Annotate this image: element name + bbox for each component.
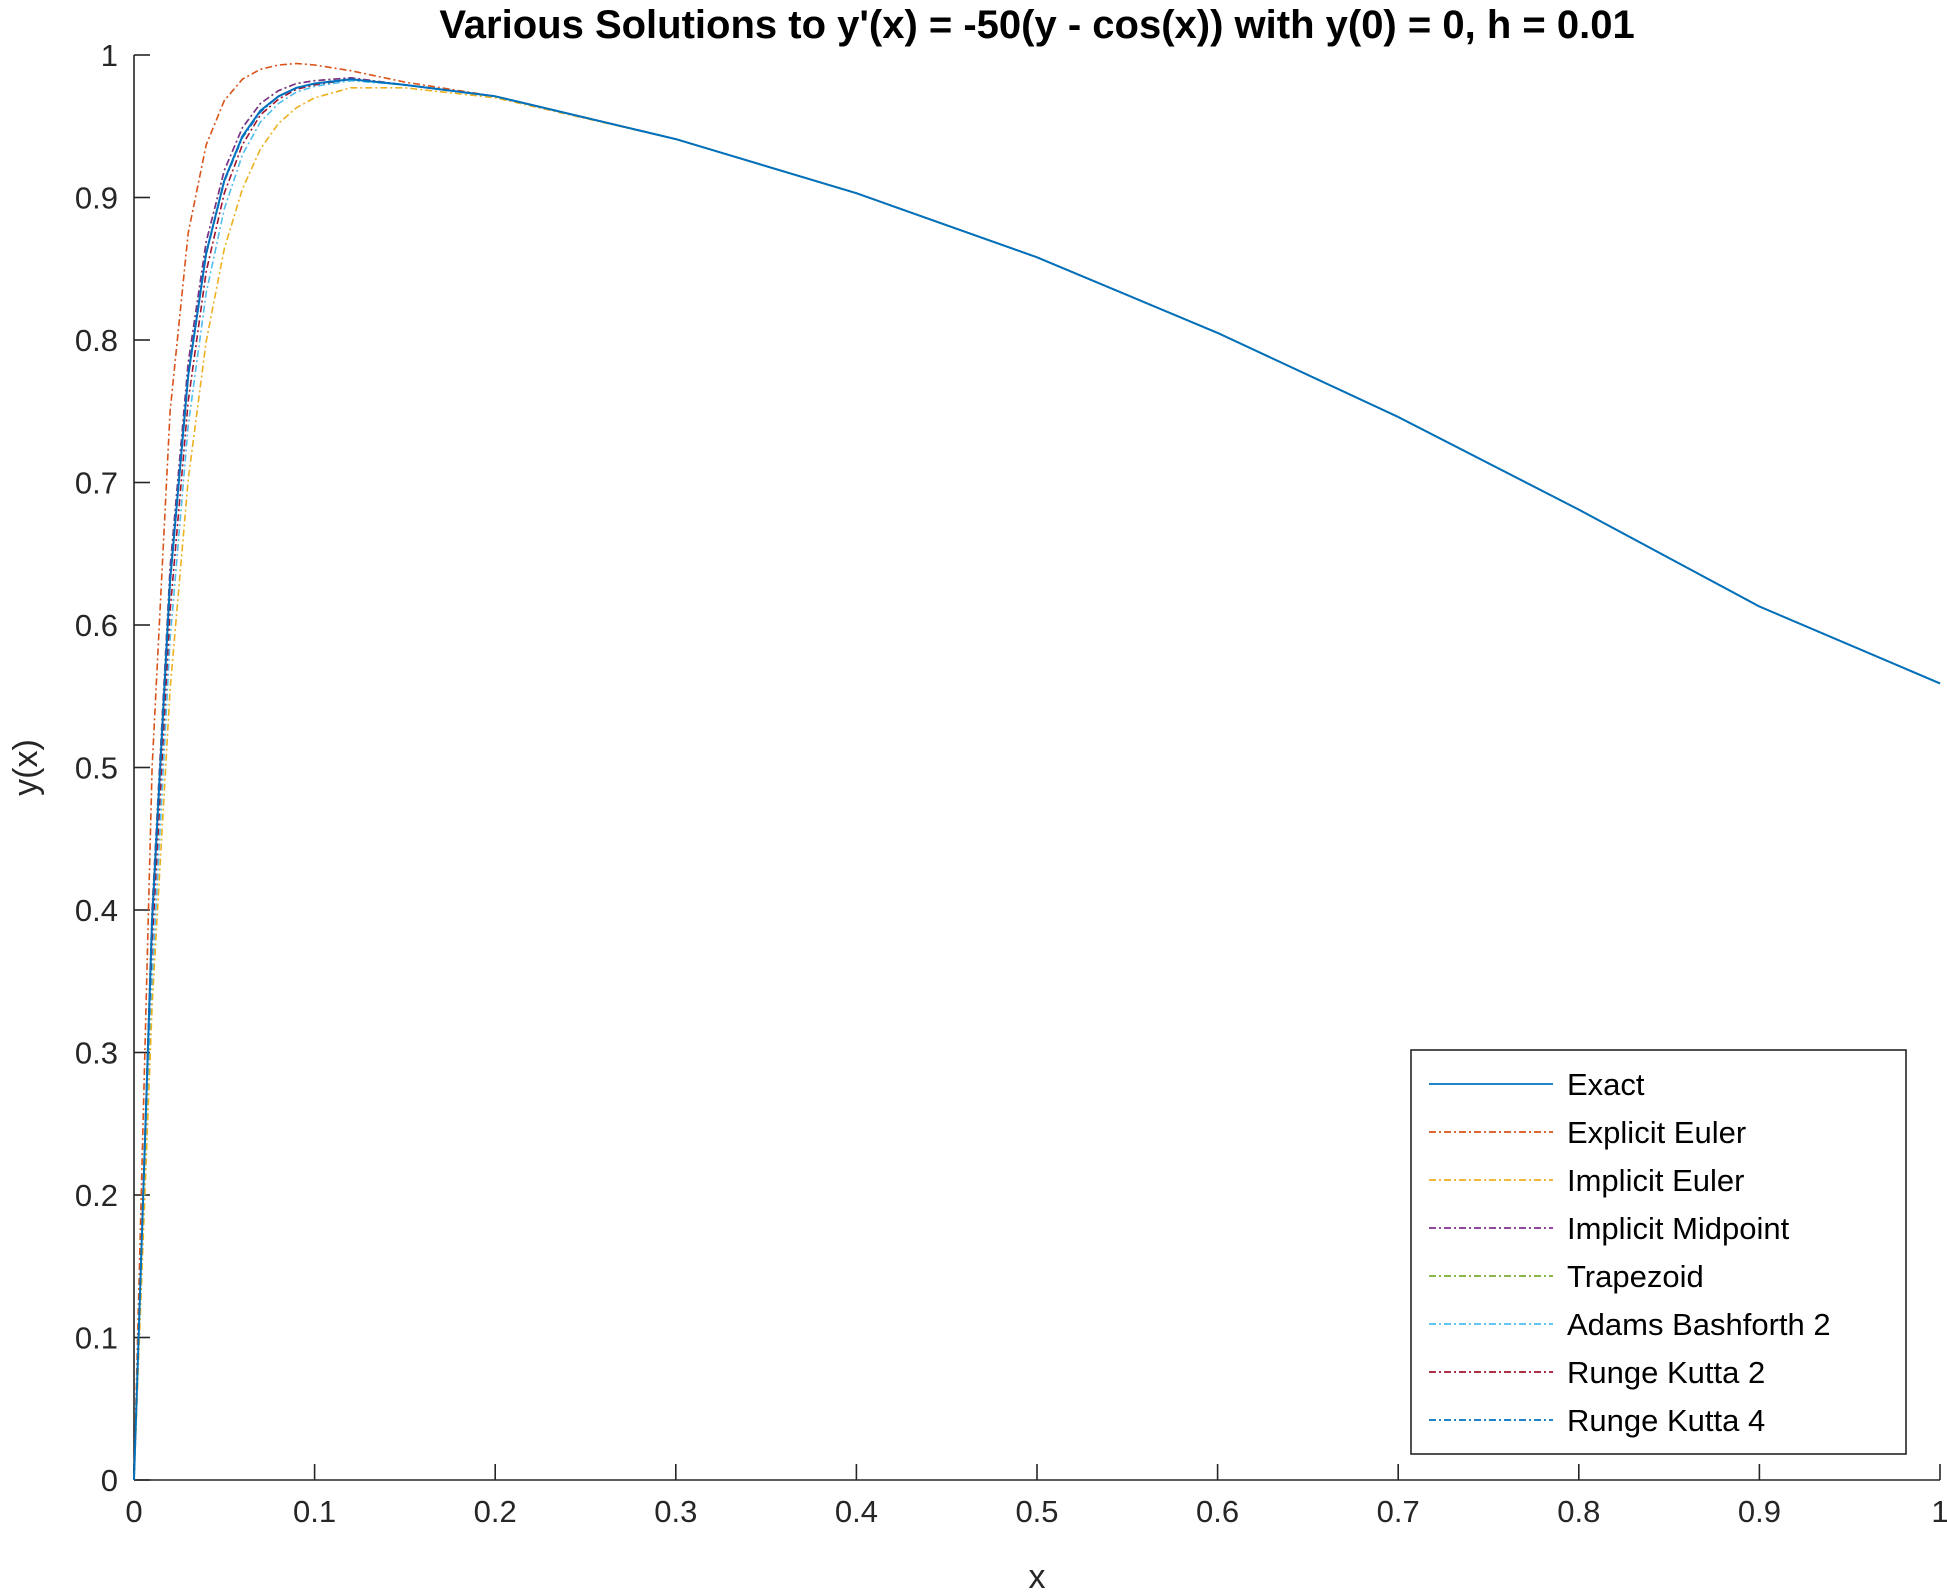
legend-label: Trapezoid [1567, 1259, 1704, 1294]
x-tick-label: 0.5 [1015, 1494, 1058, 1529]
legend-label: Exact [1567, 1067, 1645, 1102]
y-tick-label: 0.3 [75, 1036, 118, 1071]
x-tick-label: 0.3 [654, 1494, 697, 1529]
legend-label: Runge Kutta 2 [1567, 1355, 1765, 1390]
x-tick-label: 0.7 [1377, 1494, 1420, 1529]
y-tick-label: 0.8 [75, 323, 118, 358]
y-tick-label: 0.4 [75, 893, 118, 928]
series-line-explicit-euler [133, 62, 1941, 1481]
legend-label: Implicit Midpoint [1567, 1211, 1790, 1246]
y-tick-label: 0 [101, 1463, 118, 1498]
legend: Exact Explicit Euler Implicit Euler Implici… [1410, 1049, 1907, 1455]
x-tick-label: 1 [1931, 1494, 1947, 1529]
x-tick-label: 0.2 [474, 1494, 517, 1529]
y-tick-label: 0.6 [75, 608, 118, 643]
x-tick-label: 0 [125, 1494, 142, 1529]
x-tick-label: 0.6 [1196, 1494, 1239, 1529]
y-tick-label: 0.7 [75, 466, 118, 501]
chart-title: Various Solutions to y'(x) = -50(y - cos… [439, 3, 1634, 47]
legend-label: Implicit Euler [1567, 1163, 1744, 1198]
y-tick-label: 0.9 [75, 181, 118, 216]
x-tick-label: 0.1 [293, 1494, 336, 1529]
x-tick-label: 0.4 [835, 1494, 878, 1529]
series-line-exact [133, 78, 1941, 1481]
legend-label: Runge Kutta 4 [1567, 1403, 1765, 1438]
y-tick-label: 0.5 [75, 751, 118, 786]
y-axis-label: y(x) [7, 739, 45, 796]
legend-label: Explicit Euler [1567, 1115, 1746, 1150]
legend-label: Adams Bashforth 2 [1567, 1307, 1831, 1342]
y-tick-label: 0.1 [75, 1321, 118, 1356]
legend-box [1410, 1049, 1907, 1455]
x-axis-label: x [1029, 1558, 1046, 1596]
y-tick-label: 0.2 [75, 1178, 118, 1213]
x-tick-label: 0.8 [1557, 1494, 1600, 1529]
x-tick-label: 0.9 [1738, 1494, 1781, 1529]
y-tick-label: 1 [101, 38, 118, 73]
